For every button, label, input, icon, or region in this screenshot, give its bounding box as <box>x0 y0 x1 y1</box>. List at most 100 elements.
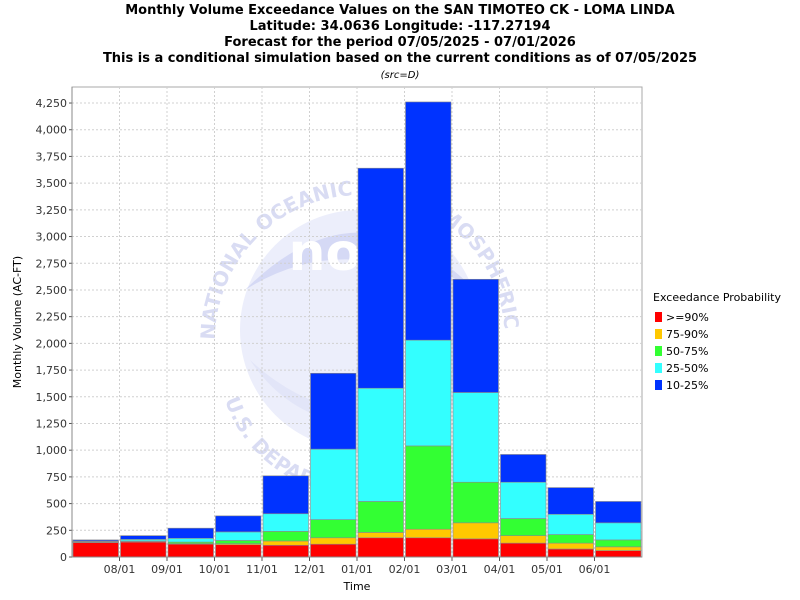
bar-segment <box>405 528 452 539</box>
y-tick-label: 1,500 <box>36 391 68 404</box>
chart-title-line-1: Monthly Volume Exceedance Values on the … <box>125 3 675 18</box>
bar-segment <box>262 540 309 546</box>
bar-segment <box>595 546 642 551</box>
bar-segment <box>310 537 357 545</box>
bar-segment <box>357 387 404 502</box>
x-tick-label: 04/01 <box>484 563 516 576</box>
bar-segment <box>547 548 594 558</box>
bar-segment <box>547 542 594 550</box>
y-tick-label: 4,000 <box>36 124 68 137</box>
x-axis: 08/01 09/01 10/01 11/01 12/01 01/01 02/01 03/01… <box>72 556 642 576</box>
chart-title-line-4: This is a conditional simulation based o… <box>103 51 697 66</box>
bar-segment <box>262 531 309 542</box>
bar-segment <box>357 501 404 533</box>
y-tick-label: 3,500 <box>36 177 68 190</box>
legend-label: >=90% <box>666 311 709 324</box>
y-tick-label: 2,250 <box>36 311 68 324</box>
x-tick-label: 03/01 <box>436 563 468 576</box>
legend-label: 50-75% <box>666 345 708 358</box>
x-tick-label: 08/01 <box>104 563 136 576</box>
legend-swatch <box>655 329 662 339</box>
chart-titles: Monthly Volume Exceedance Values on the … <box>103 3 697 81</box>
bar-segment <box>167 527 214 539</box>
bar-segment <box>405 537 452 558</box>
legend-label: 25-50% <box>666 362 708 375</box>
y-axis-title: Monthly Volume (AC-FT) <box>11 256 24 388</box>
bar-segment <box>72 539 119 542</box>
bar-segment <box>357 532 404 539</box>
bar-segment <box>452 481 499 524</box>
bar-segment <box>120 541 167 558</box>
y-tick-label: 250 <box>46 524 67 537</box>
bar-segment <box>547 487 594 515</box>
bar-segment <box>547 534 594 544</box>
x-tick-label: 01/01 <box>341 563 373 576</box>
legend: Exceedance Probability >=90% 75-90% 50-75%… <box>653 291 781 392</box>
bar-segment <box>310 519 357 539</box>
bar-segment <box>310 372 357 450</box>
bar-segment <box>72 542 119 558</box>
bar-segment <box>595 550 642 558</box>
y-tick-label: 2,000 <box>36 337 68 350</box>
y-tick-label: 2,750 <box>36 257 68 270</box>
legend-swatch <box>655 380 662 390</box>
bar-segment <box>215 544 262 558</box>
bar-segment <box>500 535 547 544</box>
y-tick-label: 1,750 <box>36 364 68 377</box>
bar-segment <box>357 167 404 389</box>
bar-segment <box>500 481 547 519</box>
bar-segment <box>262 513 309 532</box>
y-tick-label: 4,250 <box>36 97 68 110</box>
bar-segment <box>452 278 499 393</box>
bars <box>72 101 642 558</box>
bar-segment <box>167 543 214 558</box>
bar-segment <box>547 513 594 535</box>
legend-swatch <box>655 363 662 373</box>
y-tick-label: 1,000 <box>36 444 68 457</box>
bar-segment <box>357 537 404 558</box>
bar-segment <box>595 522 642 541</box>
x-tick-label: 09/01 <box>151 563 183 576</box>
x-tick-label: 06/01 <box>579 563 611 576</box>
bar-segment <box>215 540 262 544</box>
bar-segment <box>310 448 357 520</box>
bar-segment <box>500 542 547 558</box>
bar-segment <box>310 543 357 558</box>
legend-swatch <box>655 312 662 322</box>
bar-segment <box>405 101 452 341</box>
bar-segment <box>262 475 309 515</box>
legend-label: 10-25% <box>666 379 708 392</box>
grid-lines <box>72 87 642 557</box>
x-tick-label: 12/01 <box>294 563 326 576</box>
legend-swatch <box>655 346 662 356</box>
y-tick-label: 0 <box>60 551 67 564</box>
bar-segment <box>500 454 547 483</box>
bar-segment <box>452 538 499 558</box>
y-tick-label: 1,250 <box>36 417 68 430</box>
x-tick-label: 05/01 <box>531 563 563 576</box>
x-tick-label: 11/01 <box>246 563 278 576</box>
bar-segment <box>167 538 214 543</box>
y-tick-label: 3,750 <box>36 150 68 163</box>
x-tick-label: 02/01 <box>389 563 421 576</box>
x-tick-label: 10/01 <box>199 563 231 576</box>
chart-title-line-2: Latitude: 34.0636 Longitude: -117.27194 <box>249 19 550 34</box>
bar-segment <box>120 535 167 540</box>
bar-segment <box>262 544 309 558</box>
y-tick-label: 2,500 <box>36 284 68 297</box>
bar-segment <box>595 501 642 524</box>
bar-segment <box>452 522 499 540</box>
y-axis: 0 250 500 750 1,000 1,250 1,500 1,750 2,000 2,250… <box>36 87 73 564</box>
y-tick-label: 3,250 <box>36 204 68 217</box>
bar-segment <box>215 515 262 533</box>
y-tick-label: 500 <box>46 498 67 511</box>
bar-segment <box>452 392 499 483</box>
y-tick-label: 750 <box>46 471 67 484</box>
legend-title: Exceedance Probability <box>653 291 781 304</box>
bar-segment <box>500 518 547 536</box>
bar-segment <box>215 531 262 541</box>
legend-label: 75-90% <box>666 328 708 341</box>
bar-segment <box>405 445 452 530</box>
source-note: (src=D) <box>381 70 420 81</box>
